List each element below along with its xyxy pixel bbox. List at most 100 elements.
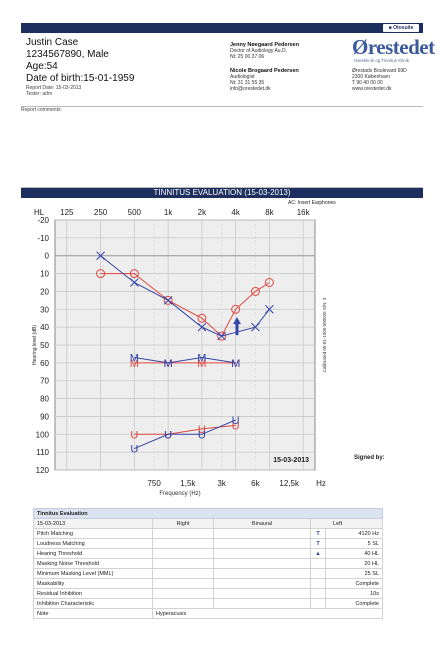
table-title: Tinnitus Evaluation bbox=[33, 508, 383, 519]
address-line: T 90 40 00 00 bbox=[352, 80, 383, 86]
row-binaural bbox=[213, 528, 311, 539]
mcl-marker: M bbox=[231, 358, 240, 370]
right-ear-marker bbox=[197, 313, 207, 323]
mcl-marker: M bbox=[197, 353, 206, 365]
threshold-icon: ▲ bbox=[310, 548, 326, 559]
row-label: Pitch Matching bbox=[33, 528, 153, 539]
x-top-tick-label: 2k bbox=[198, 208, 207, 217]
x-bottom-tick-label: Hz bbox=[316, 479, 326, 488]
y-tick-label: 100 bbox=[36, 430, 50, 439]
row-left-value: 5 SL bbox=[325, 538, 383, 549]
right-ear-marker bbox=[217, 331, 227, 341]
row-label: Inhibition Characteristic bbox=[33, 598, 153, 609]
x-bottom-tick-label: 3k bbox=[217, 479, 226, 488]
x-bottom-tick-label: 12,5k bbox=[279, 479, 300, 488]
row-binaural bbox=[213, 588, 311, 599]
address-line: 2300 København bbox=[352, 74, 391, 80]
address-line: www.orestedet.dk bbox=[352, 86, 392, 92]
row-binaural bbox=[213, 578, 311, 589]
tinnitus-icon: T bbox=[310, 528, 326, 539]
table-row: Inhibition Characteristic Complete bbox=[33, 598, 383, 609]
y-tick-label: 70 bbox=[40, 377, 49, 386]
table-row: Loudness Matching T 5 SL bbox=[33, 538, 383, 549]
tinnitus-icon bbox=[310, 558, 326, 569]
tinnitus-icon bbox=[310, 588, 326, 599]
tinnitus-pitch-arrow bbox=[233, 317, 241, 325]
tester: Tester: adm bbox=[26, 91, 53, 97]
row-right bbox=[152, 538, 214, 549]
ucl-marker: U bbox=[232, 420, 240, 432]
row-label: Note bbox=[33, 608, 153, 619]
x-top-tick-label: 1k bbox=[164, 208, 173, 217]
table-row: Masking Noise Threshold 20 HL bbox=[33, 558, 383, 569]
doctor-block-2: Nicole Brogaard Pedersen Audiologist Nt:… bbox=[230, 68, 299, 92]
right-ear-marker bbox=[231, 304, 241, 314]
table-row: Minimum Masking Level (MML) 25 SL bbox=[33, 568, 383, 579]
row-label: Hearing Threshold bbox=[33, 548, 153, 559]
calibration-note: Calibrated 05-01-1900 000035 S/N: 3 bbox=[322, 297, 327, 372]
x-top-tick-label: 125 bbox=[60, 208, 74, 217]
left-MCL-line bbox=[134, 356, 236, 364]
row-binaural bbox=[213, 568, 311, 579]
y-tick-label: 30 bbox=[40, 305, 49, 314]
left-ear-marker bbox=[96, 251, 105, 261]
audiogram-chart: -20 -10 0 10 20 30 40 50 60 70 80 90 100 110 120 HL 125 2… bbox=[32, 208, 327, 488]
x-bottom-tick-label: 750 bbox=[147, 479, 161, 488]
right-ear-marker bbox=[250, 286, 260, 296]
table-header-row: 15-03-2013 Right Binaural Left bbox=[33, 518, 383, 529]
left-ear-marker bbox=[265, 304, 274, 314]
tinnitus-icon bbox=[310, 568, 326, 579]
table-row: Hearing Threshold ▲ 40 HL bbox=[33, 548, 383, 559]
row-label: Minimum Masking Level (MML) bbox=[33, 568, 153, 579]
report-date: Report Date: 15-03-2013 bbox=[26, 85, 82, 91]
x-axis-label: Frequency (Hz) bbox=[159, 491, 201, 497]
doctor2-name: Nicole Brogaard Pedersen bbox=[230, 68, 299, 74]
table-title-row: Tinnitus Evaluation bbox=[33, 508, 383, 519]
doctor2-email: info@orestedet.dk bbox=[230, 86, 271, 92]
x-top-tick-label: 16k bbox=[297, 208, 311, 217]
row-left-value: 10s bbox=[325, 588, 383, 599]
row-note: Hyperacusis bbox=[152, 608, 383, 619]
table-body: Pitch Matching T 4120 Hz Loudness Matching T… bbox=[33, 528, 383, 619]
y-tick-label: 10 bbox=[40, 270, 49, 279]
otosuite-badge: ■ Otosuite bbox=[383, 24, 419, 32]
left-ear-marker bbox=[197, 322, 207, 332]
row-right bbox=[152, 558, 214, 569]
y-axis-label: Hearing level (dB) bbox=[32, 325, 38, 365]
row-right bbox=[152, 588, 214, 599]
chart-date-label: 15-03-2013 bbox=[273, 457, 309, 464]
patient-dob: Date of birth:15-01-1959 bbox=[26, 73, 135, 84]
ucl-marker: U bbox=[130, 429, 138, 441]
doctor2-title: Audiologist bbox=[230, 74, 255, 80]
left-ear-marker bbox=[217, 331, 226, 341]
right-ear-marker bbox=[129, 269, 139, 279]
clinic-logo: Ørestedet bbox=[352, 35, 435, 59]
doctor1-phone: Nt: 25 00 37 06 bbox=[230, 54, 265, 60]
signed-by-label: Signed by: bbox=[354, 455, 385, 461]
row-left-value: 20 HL bbox=[325, 558, 383, 569]
row-binaural bbox=[213, 538, 311, 549]
mcl-marker: M bbox=[164, 358, 173, 370]
y-tick-label: -20 bbox=[37, 216, 49, 225]
section-title: TINNITUS EVALUATION (15-03-2013) bbox=[153, 188, 291, 197]
row-binaural bbox=[213, 558, 311, 569]
clinic-address: Ørestads Boulevard 69D 2300 København T … bbox=[352, 68, 407, 92]
y-tick-label: 40 bbox=[40, 323, 49, 332]
table-row: Residual Inhibition 10s bbox=[33, 588, 383, 599]
row-right bbox=[152, 548, 214, 559]
ucl-marker: U bbox=[198, 429, 206, 441]
x-bottom-tick-label: 1,5k bbox=[180, 479, 196, 488]
row-right bbox=[152, 568, 214, 579]
patient-name: Justin Case bbox=[26, 37, 79, 48]
ac-note: AC: Insert Earphones bbox=[288, 200, 336, 206]
doctor2-phone: Nt: 31 31 55 35 bbox=[230, 80, 265, 86]
y-tick-label: 110 bbox=[36, 448, 49, 457]
y-tick-label: -10 bbox=[37, 234, 49, 243]
row-left-value: Complete bbox=[325, 598, 383, 609]
y-tick-label: 60 bbox=[40, 359, 49, 368]
table-row: Note Hyperacusis bbox=[33, 608, 383, 619]
row-label: Maskability bbox=[33, 578, 153, 589]
patient-id: 1234567890, Male bbox=[26, 49, 109, 60]
row-binaural bbox=[213, 548, 311, 559]
y-tick-label: 20 bbox=[40, 287, 49, 296]
